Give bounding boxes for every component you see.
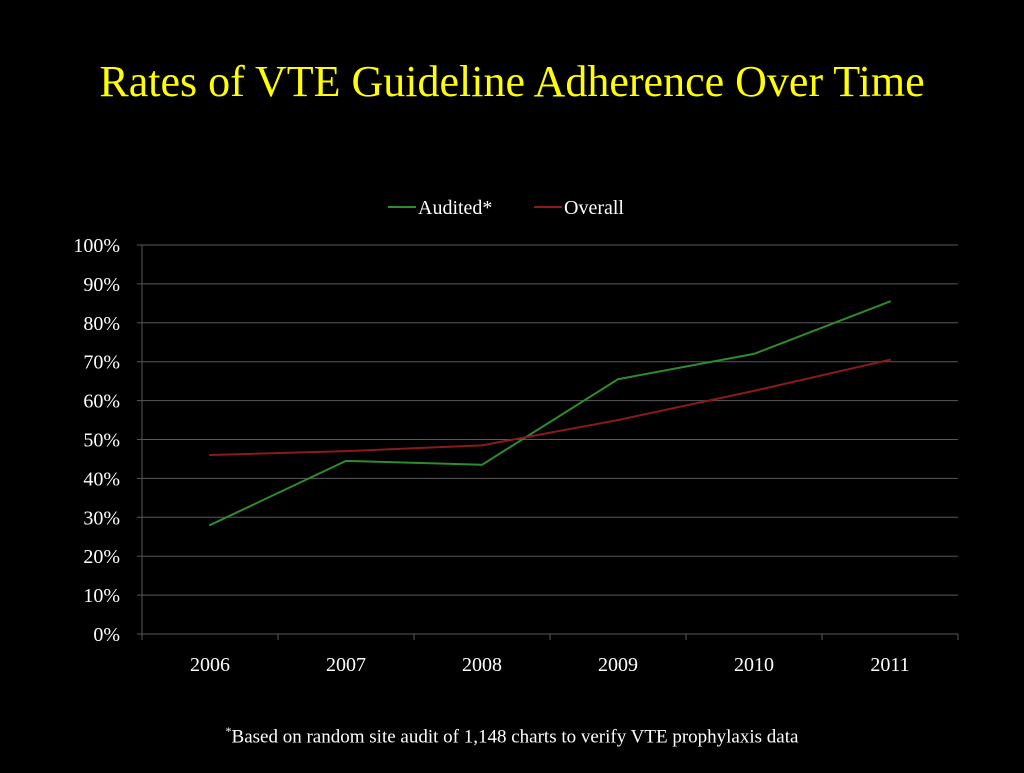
footnote: *Based on random site audit of 1,148 cha… (0, 724, 1024, 748)
y-tick-label: 90% (83, 274, 120, 296)
legend-label: Audited* (418, 197, 492, 219)
data-point (617, 419, 619, 422)
x-tick-label: 2010 (734, 654, 774, 676)
series-line (209, 300, 891, 526)
data-point (345, 450, 347, 453)
series-line (209, 358, 891, 457)
data-point (345, 459, 347, 462)
y-tick-label: 60% (83, 391, 120, 413)
y-tick-label: 20% (83, 546, 120, 568)
legend-label: Overall (564, 197, 624, 219)
data-point (481, 444, 483, 447)
y-tick-label: 10% (83, 585, 120, 607)
series-lines (209, 300, 891, 527)
x-tick-label: 2007 (326, 654, 366, 676)
y-tick-label: 70% (83, 352, 120, 374)
y-tick-label: 30% (83, 507, 120, 529)
slide-title: Rates of VTE Guideline Adherence Over Ti… (99, 57, 925, 106)
footnote-text: Based on random site audit of 1,148 char… (231, 726, 799, 748)
data-point (889, 358, 891, 361)
data-point (617, 378, 619, 381)
y-tick-label: 40% (83, 468, 120, 490)
x-tick-label: 2008 (462, 654, 502, 676)
legend: Audited* Overall (388, 197, 624, 219)
data-point (481, 463, 483, 466)
y-tick-label: 0% (93, 624, 120, 646)
data-point (753, 352, 755, 355)
x-axis: 2006 2007 2008 2009 2010 2011 (141, 633, 959, 676)
y-tick-label: 80% (83, 313, 120, 335)
x-tick-label: 2011 (870, 654, 909, 676)
data-point (753, 389, 755, 392)
y-tick-label: 50% (83, 430, 120, 452)
x-tick-label: 2009 (598, 654, 638, 676)
data-point (209, 524, 211, 527)
data-point (889, 300, 891, 303)
y-axis: 0% 10% 20% 30% 40% 50% 60% 70% 80% 90% 100% (73, 235, 143, 646)
footnote-marker: * (225, 724, 232, 738)
data-point (209, 454, 211, 457)
y-tick-label: 100% (73, 235, 120, 257)
x-tick-label: 2006 (190, 654, 230, 676)
gridlines (142, 244, 958, 596)
